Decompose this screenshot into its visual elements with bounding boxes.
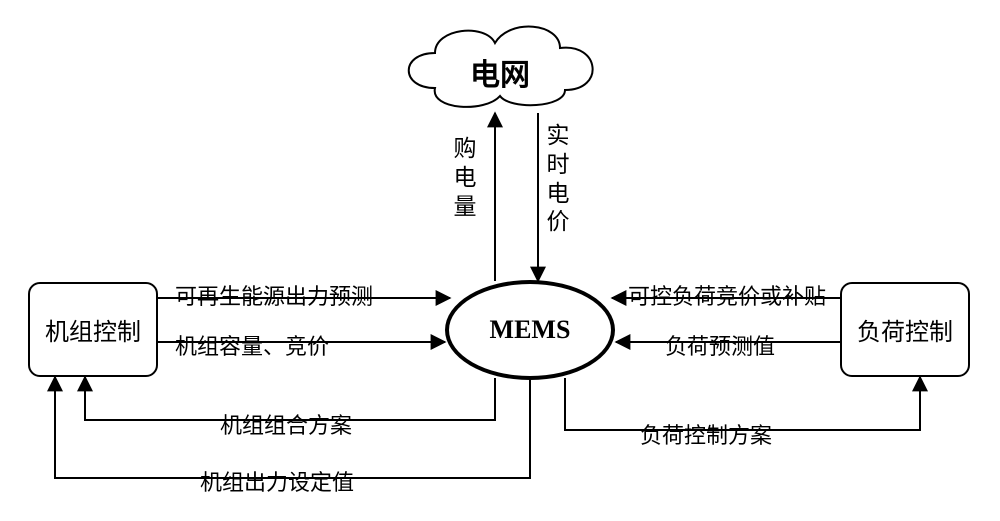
renewable-forecast-label: 可再生能源出力预测 (175, 279, 373, 311)
ctrl-load-bid-label: 可控负荷竞价或补贴 (628, 279, 826, 311)
unit-capacity-bid-label: 机组容量、竞价 (175, 329, 329, 361)
load-control-node: 负荷控制 (840, 282, 970, 377)
grid-label: 电网 (390, 50, 610, 94)
unit-control-label: 机组控制 (45, 312, 141, 347)
load-ctrl-plan-label: 负荷控制方案 (640, 418, 772, 450)
grid-cloud: 电网 (390, 18, 610, 113)
unit-output-set-label: 机组出力设定值 (200, 465, 354, 497)
buy-power-label: 购电量 (452, 135, 478, 221)
load-forecast-label: 负荷预测值 (665, 329, 775, 361)
unit-combo-plan-label: 机组组合方案 (220, 408, 352, 440)
mems-label: MEMS (490, 315, 571, 345)
unit-control-node: 机组控制 (28, 282, 158, 377)
mems-node: MEMS (445, 280, 615, 380)
realtime-price-label: 实时电价 (545, 122, 571, 237)
load-control-label: 负荷控制 (857, 312, 953, 347)
